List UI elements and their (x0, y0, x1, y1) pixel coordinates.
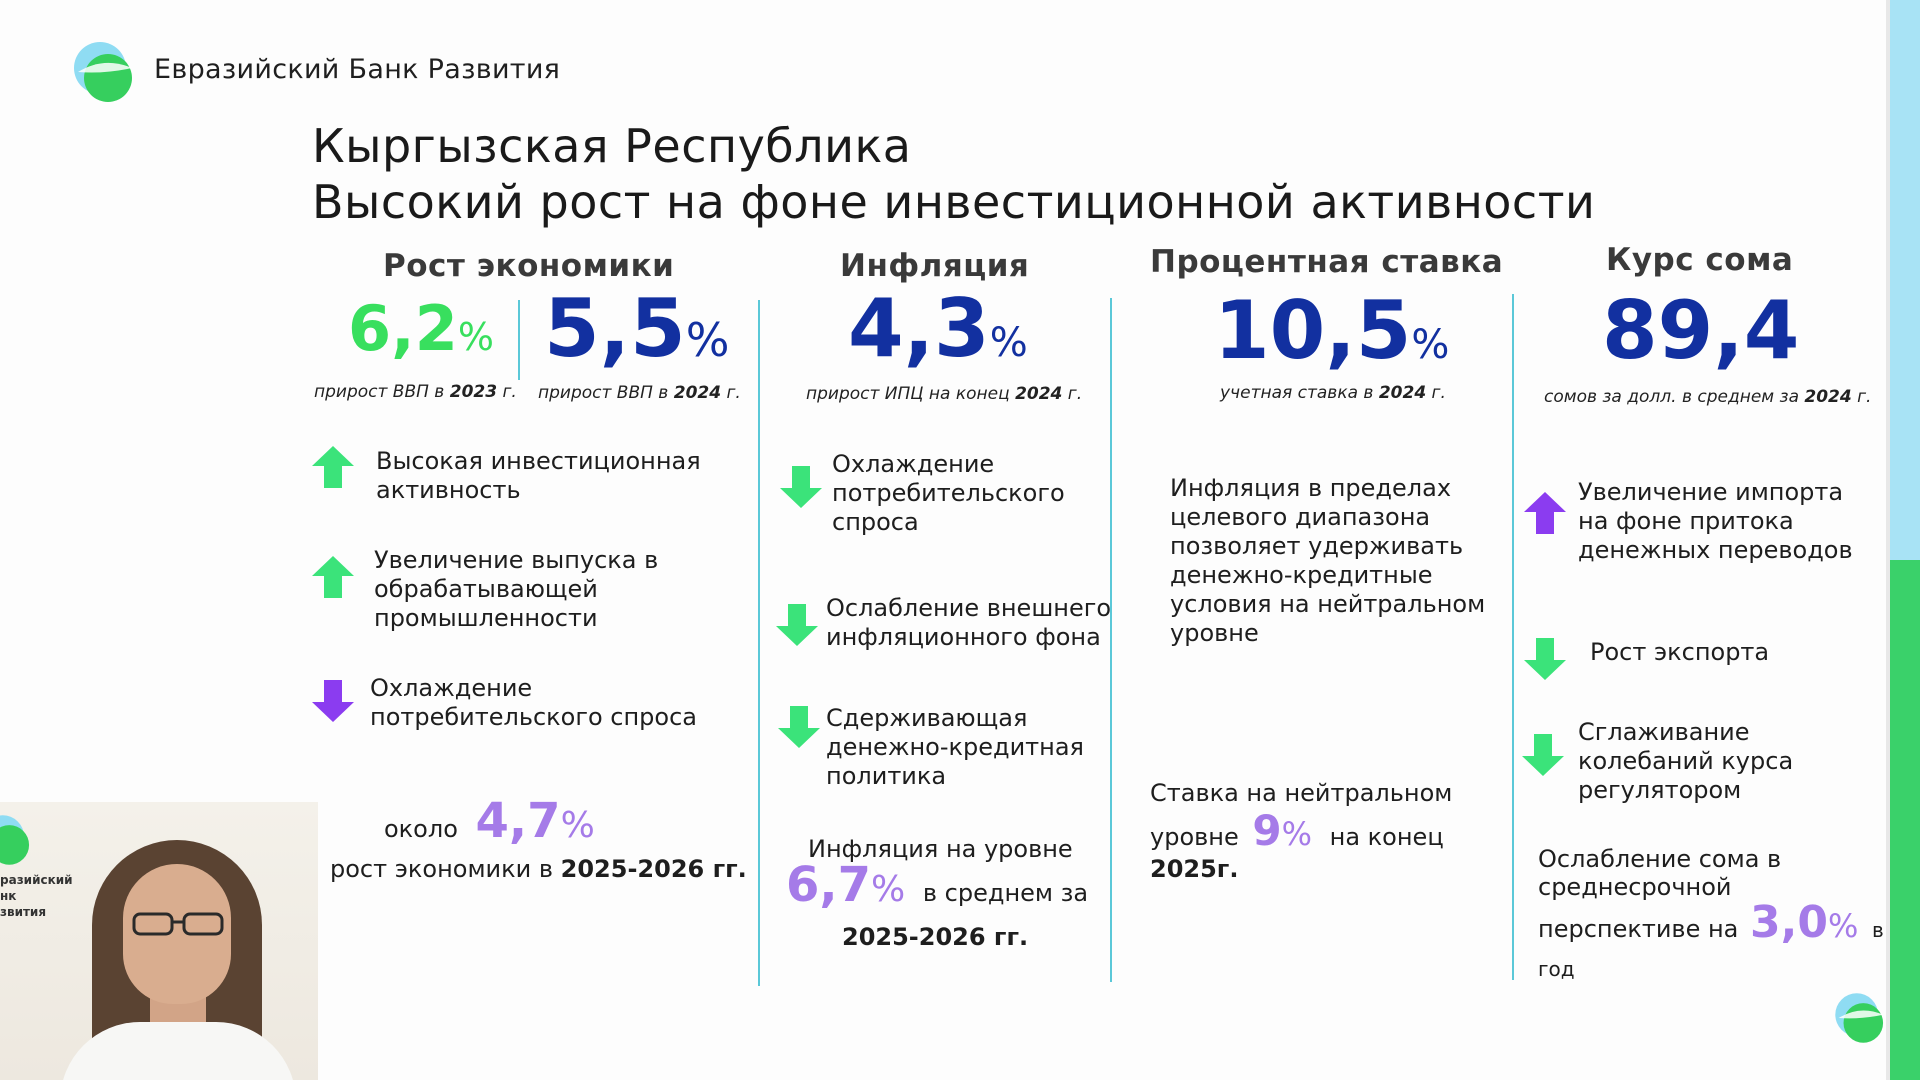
divider-1 (758, 300, 760, 986)
som-rate-value: 89,4 (1602, 284, 1800, 377)
forecast-som-line4: год (1538, 957, 1575, 981)
cpi-2024-value: 4,3% (848, 282, 1028, 375)
divider-3 (1512, 294, 1514, 980)
arrow-down-green-icon (780, 466, 822, 508)
decor-stripe-blue (1890, 0, 1920, 560)
video-thumbnail[interactable]: разийский нк звития (0, 802, 318, 1080)
decor-stripe-green (1890, 560, 1920, 1080)
forecast-inflation-line1: Инфляция на уровне (808, 835, 1073, 863)
factor-investment: Высокая инвестиционная активность (376, 447, 701, 504)
divider-2 (1110, 298, 1112, 982)
cam-logo-icon (0, 815, 30, 865)
forecast-rate-line2: уровне 9% на конец (1150, 806, 1444, 855)
forecast-rate-line1: Ставка на нейтральном (1150, 779, 1453, 807)
factor-imports: Увеличение импорта на фоне притока денеж… (1578, 478, 1853, 564)
heading-economy: Рост экономики (383, 248, 675, 284)
gdp-2024-caption: прирост ВВП в 2024 г. (538, 383, 741, 403)
factor-consumer-demand: Охлаждение потребительского спроса (370, 674, 697, 731)
gdp-2024-value: 5,5% (544, 282, 730, 375)
arrow-up-green-icon (312, 556, 354, 598)
arrow-down-green-icon (778, 706, 820, 748)
factor-exports: Рост экспорта (1590, 638, 1770, 666)
forecast-inflation-line3: 2025-2026 гг. (842, 923, 1029, 951)
cpi-caption: прирост ИПЦ на конец 2024 г. (806, 384, 1083, 404)
arrow-down-green-icon (1524, 638, 1566, 680)
forecast-economy-line2: рост экономики в 2025-2026 гг. (330, 855, 747, 883)
brand-name: Евразийский Банк Развития (154, 54, 561, 85)
bank-logo-icon (74, 42, 132, 102)
forecast-inflation-line2: 6,7% в среднем за (786, 857, 1089, 913)
heading-rate: Процентная ставка (1150, 244, 1504, 280)
gdp-2023-value: 6,2% (348, 292, 494, 365)
factor-external-inflation: Ослабление внешнего инфляционного фона (826, 594, 1112, 651)
heading-som: Курс сома (1606, 242, 1794, 278)
rate-2024-value: 10,5% (1214, 284, 1450, 377)
forecast-economy-line1: около 4,7% (384, 793, 595, 849)
title-line-2: Высокий рост на фоне инвестиционной акти… (312, 175, 1596, 229)
arrow-down-green-icon (1522, 734, 1564, 776)
forecast-som-line3: перспективе на 3,0% в (1538, 897, 1884, 948)
cam-logo-text: разийский нк звития (0, 873, 73, 919)
rate-explanation: Инфляция в пределах целевого диапазона п… (1170, 474, 1486, 647)
arrow-down-green-icon (776, 604, 818, 646)
divider-metrics (518, 300, 520, 380)
heading-inflation: Инфляция (840, 248, 1030, 284)
som-caption: сомов за долл. в среднем за 2024 г. (1544, 387, 1872, 407)
arrow-up-green-icon (312, 446, 354, 488)
forecast-som-line2: среднесрочной (1538, 873, 1732, 901)
gdp-2023-caption: прирост ВВП в 2023 г. (314, 382, 517, 402)
glasses-icon (132, 912, 224, 936)
rate-caption: учетная ставка в 2024 г. (1220, 383, 1446, 403)
factor-monetary-policy: Сдерживающая денежно-кредитная политика (826, 704, 1084, 790)
slide-title: Кыргызская Республика Высокий рост на фо… (312, 118, 1595, 230)
forecast-rate-line3: 2025г. (1150, 855, 1239, 883)
factor-regulator: Сглаживание колебаний курса регулятором (1578, 718, 1794, 804)
bank-logo-small-icon (1835, 993, 1884, 1043)
title-line-1: Кыргызская Республика (312, 119, 912, 173)
slide-edge (1886, 0, 1890, 1080)
forecast-som-line1: Ослабление сома в (1538, 845, 1782, 873)
arrow-up-violet-icon (1524, 492, 1566, 534)
factor-inflation-demand: Охлаждение потребительского спроса (832, 450, 1065, 536)
arrow-down-violet-icon (312, 680, 354, 722)
factor-manufacturing: Увеличение выпуска в обрабатывающей пром… (374, 546, 659, 632)
